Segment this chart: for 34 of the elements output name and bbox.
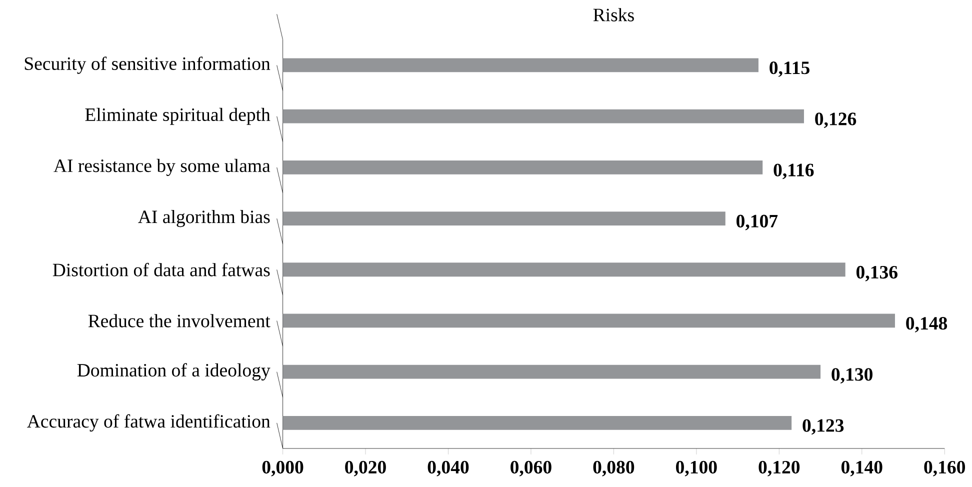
bar — [282, 58, 758, 72]
x-tick-label: 0,160 — [924, 460, 966, 476]
y-tick-label: Distortion of data and fatwas — [52, 262, 270, 276]
y-tick-label: Eliminate spiritual depth — [85, 108, 270, 125]
y-tick-label: Domination of a ideology — [77, 363, 270, 380]
y-tick-label: AI algorithm bias — [138, 210, 270, 227]
x-tick-label: 0,140 — [841, 460, 882, 476]
x-tick-label: 0,060 — [510, 460, 552, 476]
data-label: 0,107 — [736, 214, 778, 230]
chart-title: Risks — [593, 8, 634, 22]
y-tick-label: Reduce the involvement — [88, 314, 270, 328]
x-tick-label: 0,040 — [428, 460, 469, 476]
x-tick-label: 0,120 — [758, 460, 800, 476]
data-label: 0,136 — [856, 266, 898, 282]
y-tick-label: Accuracy of fatwa identification — [27, 414, 270, 432]
bar — [282, 262, 846, 276]
data-label: 0,116 — [774, 164, 814, 180]
data-label: 0,115 — [770, 61, 810, 77]
data-label: 0,148 — [906, 316, 948, 332]
x-tick-label: 0,020 — [345, 460, 386, 476]
y-tick-label: AI resistance by some ulama — [54, 158, 270, 176]
x-tick-label: 0,080 — [593, 460, 634, 476]
bar — [282, 416, 792, 430]
data-label: 0,130 — [832, 368, 872, 384]
data-label: 0,126 — [815, 112, 856, 128]
bar — [282, 109, 804, 124]
x-tick-label: 0,000 — [262, 460, 304, 476]
bar — [282, 160, 763, 174]
bar — [282, 364, 821, 379]
x-tick-label: 0,100 — [676, 460, 717, 476]
y-tick-label: Security of sensitive information — [24, 56, 270, 74]
bar — [282, 212, 726, 226]
bar — [282, 314, 895, 328]
data-label: 0,123 — [802, 419, 844, 435]
